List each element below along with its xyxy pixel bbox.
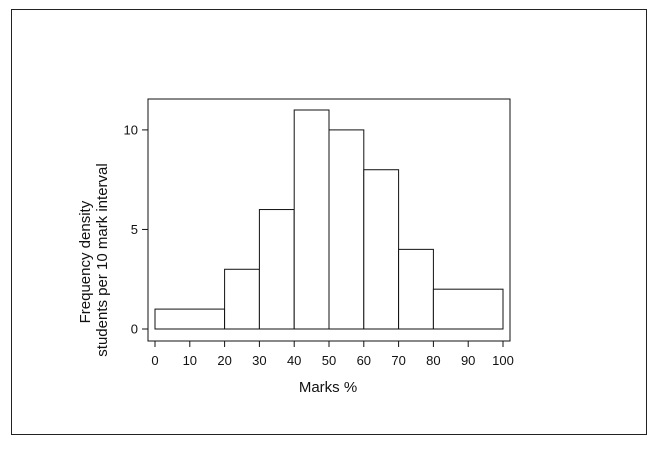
x-axis-ticks: 0 10 20 30 40 50 60 70 80 90 100 bbox=[151, 341, 514, 368]
x-tick-label: 40 bbox=[287, 353, 301, 368]
histogram-bar bbox=[432, 288, 504, 330]
y-axis-label-line-2: students per 10 mark interval bbox=[94, 163, 111, 356]
y-tick-label: 10 bbox=[124, 122, 138, 137]
x-tick-label: 100 bbox=[492, 353, 514, 368]
x-tick-label: 0 bbox=[151, 353, 158, 368]
x-tick-label: 80 bbox=[426, 353, 440, 368]
histogram-bar bbox=[154, 308, 226, 330]
x-tick-label: 50 bbox=[322, 353, 336, 368]
histogram-bar bbox=[293, 109, 330, 330]
x-tick-label: 60 bbox=[357, 353, 371, 368]
y-tick-label: 5 bbox=[131, 222, 138, 237]
x-tick-label: 20 bbox=[217, 353, 231, 368]
y-axis-label-line-1: Frequency density bbox=[77, 200, 94, 323]
histogram-bars bbox=[154, 109, 504, 330]
x-tick-label: 70 bbox=[391, 353, 405, 368]
x-tick-label: 30 bbox=[252, 353, 266, 368]
histogram-bar bbox=[328, 129, 365, 330]
x-tick-label: 10 bbox=[183, 353, 197, 368]
y-axis-ticks: 0 5 10 bbox=[124, 122, 148, 337]
x-tick-label: 90 bbox=[461, 353, 475, 368]
histogram-bar bbox=[258, 209, 295, 330]
y-axis-label: Frequency density students per 10 mark i… bbox=[77, 163, 111, 356]
histogram-bar bbox=[363, 169, 400, 330]
figure-frame bbox=[11, 9, 647, 435]
histogram-bar bbox=[224, 268, 260, 330]
y-tick-label: 0 bbox=[131, 322, 138, 337]
x-axis-label: Marks % bbox=[299, 379, 357, 396]
histogram-bar bbox=[398, 248, 434, 330]
